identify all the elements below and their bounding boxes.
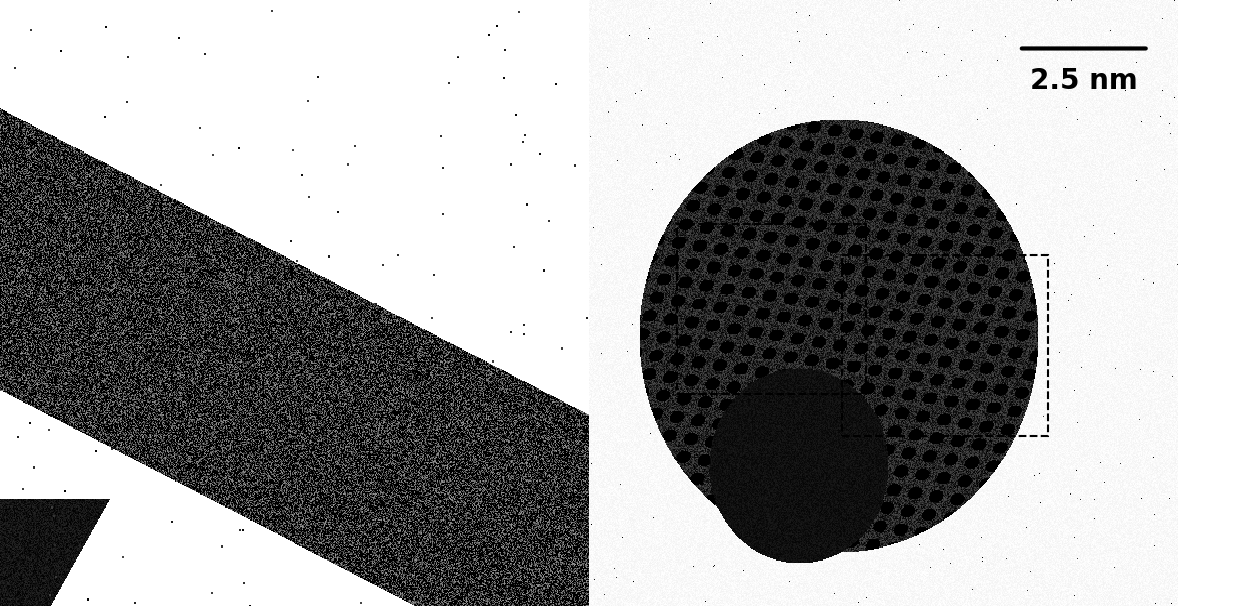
Text: 02̅2̅: 02̅2̅ xyxy=(858,108,890,124)
Bar xyxy=(684,19,895,213)
Text: 0̅22: 0̅22 xyxy=(689,108,722,124)
Bar xyxy=(832,94,916,138)
Bar xyxy=(968,159,1052,203)
Text: 020: 020 xyxy=(1094,44,1126,59)
Text: 0̅20: 0̅20 xyxy=(994,173,1025,188)
Text: 00̅2: 00̅2 xyxy=(1094,173,1126,188)
Text: ̠̅22̠0: ̠̅22̠0 xyxy=(722,43,754,59)
Bar xyxy=(842,255,1049,436)
Text: 002: 002 xyxy=(994,44,1025,59)
Bar xyxy=(677,224,866,394)
Text: 220: 220 xyxy=(826,173,858,188)
Text: 50 nm: 50 nm xyxy=(413,73,501,97)
Text: 2.5 nm: 2.5 nm xyxy=(1030,67,1137,95)
Bar xyxy=(960,19,1159,213)
Bar xyxy=(663,94,748,138)
Text: 202: 202 xyxy=(722,173,754,188)
Bar xyxy=(1069,29,1151,73)
Bar xyxy=(1069,159,1151,203)
Bar xyxy=(801,159,884,203)
Bar xyxy=(696,159,780,203)
Bar xyxy=(801,29,884,73)
Text: (b): (b) xyxy=(613,159,703,213)
Text: ̠2̠0̠2̅: ̠2̠0̠2̅ xyxy=(826,43,858,59)
Bar xyxy=(968,29,1052,73)
Bar xyxy=(696,29,780,73)
